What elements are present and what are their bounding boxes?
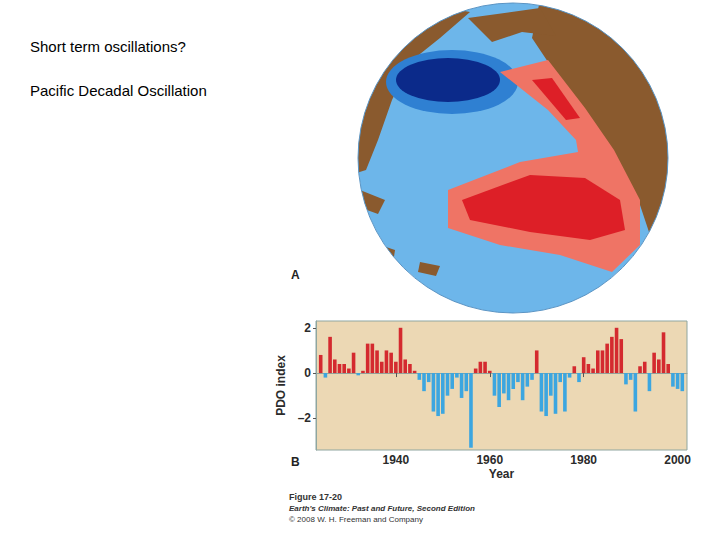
html-text:Figure 17-20: Figure 17-20 bbox=[289, 492, 342, 502]
html-text:B: B bbox=[291, 455, 300, 469]
svg-text:0: 0 bbox=[304, 366, 311, 380]
html-text:© 2008 W. H. Freeman and Compa: © 2008 W. H. Freeman and Company bbox=[289, 515, 423, 524]
svg-text:1940: 1940 bbox=[382, 453, 409, 467]
html-text:Earth's Climate: Past and Futu: Earth's Climate: Past and Future, Second… bbox=[289, 504, 475, 513]
svg-text:2: 2 bbox=[304, 321, 311, 335]
html-text:Pacific Decadal Oscillation: Pacific Decadal Oscillation bbox=[30, 82, 207, 99]
svg-text:PDO index: PDO index bbox=[274, 355, 288, 416]
svg-text:Year: Year bbox=[489, 467, 515, 481]
html-text:A: A bbox=[291, 268, 300, 282]
svg-text:1980: 1980 bbox=[570, 453, 597, 467]
svg-text:–2: –2 bbox=[298, 411, 312, 425]
svg-text:1960: 1960 bbox=[476, 453, 503, 467]
html-text:Short term oscillations?: Short term oscillations? bbox=[30, 38, 186, 55]
svg-text:2000: 2000 bbox=[664, 453, 691, 467]
